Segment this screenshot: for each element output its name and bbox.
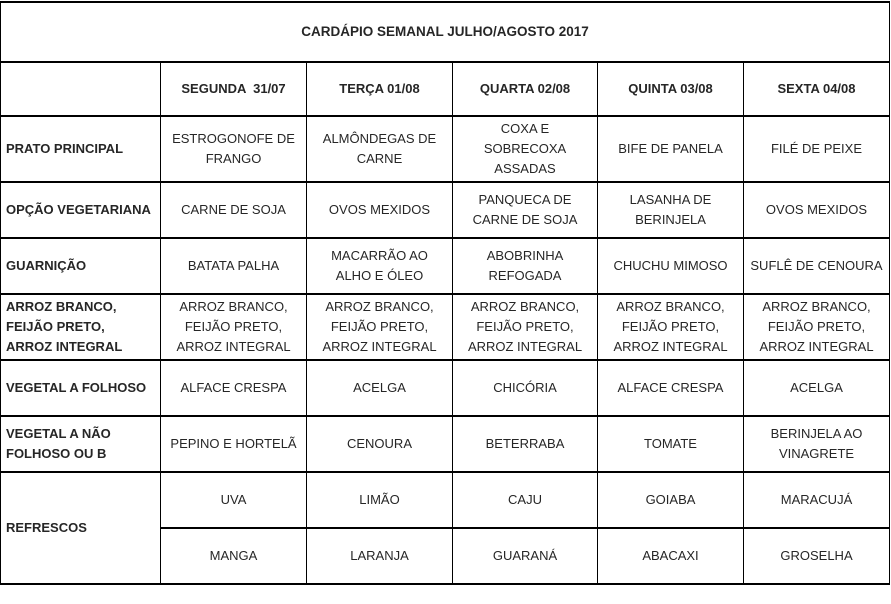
table-row-opcao-vegetariana: OPÇÃO VEGETARIANA CARNE DE SOJA OVOS MEX… (0, 181, 890, 239)
menu-cell: FILÉ DE PEIXE (743, 115, 890, 183)
menu-cell: BERINJELA AO VINAGRETE (743, 415, 890, 473)
menu-cell: ARROZ BRANCO, FEIJÃO PRETO, ARROZ INTEGR… (306, 293, 453, 361)
menu-cell: SUFLÊ DE CENOURA (743, 237, 890, 295)
menu-cell: TOMATE (597, 415, 744, 473)
menu-cell: PEPINO E HORTELÃ (160, 415, 307, 473)
table-row-refrescos-2: MANGA LARANJA GUARANÁ ABACAXI GROSELHA (1, 527, 890, 585)
menu-cell: ARROZ BRANCO, FEIJÃO PRETO, ARROZ INTEGR… (452, 293, 598, 361)
row-label-refrescos: REFRESCOS (0, 471, 161, 585)
menu-cell: COXA E SOBRECOXA ASSADAS (452, 115, 598, 183)
row-label-vegetal-nao-folhoso: VEGETAL A NÃO FOLHOSO OU B (0, 415, 161, 473)
menu-cell: ARROZ BRANCO, FEIJÃO PRETO, ARROZ INTEGR… (743, 293, 890, 361)
menu-cell: CAJU (452, 471, 598, 529)
day-header-quarta: QUARTA 02/08 (452, 61, 598, 117)
menu-cell: LIMÃO (306, 471, 453, 529)
menu-cell: CARNE DE SOJA (160, 181, 307, 239)
table-row-arroz-feijao: ARROZ BRANCO, FEIJÃO PRETO, ARROZ INTEGR… (0, 293, 890, 361)
menu-cell: MANGA (160, 527, 307, 585)
menu-cell: ACELGA (743, 359, 890, 417)
row-label-vegetal-folhoso: VEGETAL A FOLHOSO (0, 359, 161, 417)
menu-cell: MARACUJÁ (743, 471, 890, 529)
menu-cell: ACELGA (306, 359, 453, 417)
menu-cell: OVOS MEXIDOS (306, 181, 453, 239)
day-header-sexta: SEXTA 04/08 (743, 61, 890, 117)
menu-cell: ESTROGONOFE DE FRANGO (160, 115, 307, 183)
table-row-prato-principal: PRATO PRINCIPAL ESTROGONOFE DE FRANGO AL… (0, 115, 890, 183)
row-label-opcao-vegetariana: OPÇÃO VEGETARIANA (0, 181, 161, 239)
menu-cell: ALMÔNDEGAS DE CARNE (306, 115, 453, 183)
menu-cell: ARROZ BRANCO, FEIJÃO PRETO, ARROZ INTEGR… (160, 293, 307, 361)
row-label-guarnicao: GUARNIÇÃO (0, 237, 161, 295)
menu-table: CARDÁPIO SEMANAL JULHO/AGOSTO 2017 SEGUN… (0, 1, 890, 585)
menu-cell: LASANHA DE BERINJELA (597, 181, 744, 239)
menu-cell: ABACAXI (597, 527, 744, 585)
table-row-refrescos-1: REFRESCOS UVA LIMÃO CAJU GOIABA MARACUJÁ (0, 471, 890, 585)
title-row: CARDÁPIO SEMANAL JULHO/AGOSTO 2017 (0, 1, 890, 63)
row-label-arroz-feijao: ARROZ BRANCO, FEIJÃO PRETO, ARROZ INTEGR… (0, 293, 161, 361)
menu-cell: BATATA PALHA (160, 237, 307, 295)
menu-cell: GROSELHA (743, 527, 890, 585)
menu-cell: CHICÓRIA (452, 359, 598, 417)
menu-cell: ALFACE CRESPA (597, 359, 744, 417)
day-header-terca: TERÇA 01/08 (306, 61, 453, 117)
table-row-vegetal-nao-folhoso: VEGETAL A NÃO FOLHOSO OU B PEPINO E HORT… (0, 415, 890, 473)
menu-cell: BIFE DE PANELA (597, 115, 744, 183)
menu-cell: GOIABA (597, 471, 744, 529)
menu-cell: MACARRÃO AO ALHO E ÓLEO (306, 237, 453, 295)
table-row-guarnicao: GUARNIÇÃO BATATA PALHA MACARRÃO AO ALHO … (0, 237, 890, 295)
menu-cell: UVA (160, 471, 307, 529)
menu-cell: CHUCHU MIMOSO (597, 237, 744, 295)
page-title: CARDÁPIO SEMANAL JULHO/AGOSTO 2017 (0, 1, 890, 63)
day-header-segunda: SEGUNDA 31/07 (160, 61, 307, 117)
corner-cell (0, 61, 161, 117)
day-header-quinta: QUINTA 03/08 (597, 61, 744, 117)
day-header-row: SEGUNDA 31/07 TERÇA 01/08 QUARTA 02/08 Q… (0, 61, 890, 117)
menu-cell: ALFACE CRESPA (160, 359, 307, 417)
menu-cell: OVOS MEXIDOS (743, 181, 890, 239)
table-row-vegetal-folhoso: VEGETAL A FOLHOSO ALFACE CRESPA ACELGA C… (0, 359, 890, 417)
menu-cell: LARANJA (306, 527, 453, 585)
menu-cell: CENOURA (306, 415, 453, 473)
menu-cell: PANQUECA DE CARNE DE SOJA (452, 181, 598, 239)
menu-cell: BETERRABA (452, 415, 598, 473)
menu-cell: GUARANÁ (452, 527, 598, 585)
menu-cell: ARROZ BRANCO, FEIJÃO PRETO, ARROZ INTEGR… (597, 293, 744, 361)
row-label-prato-principal: PRATO PRINCIPAL (0, 115, 161, 183)
menu-cell: ABOBRINHA REFOGADA (452, 237, 598, 295)
